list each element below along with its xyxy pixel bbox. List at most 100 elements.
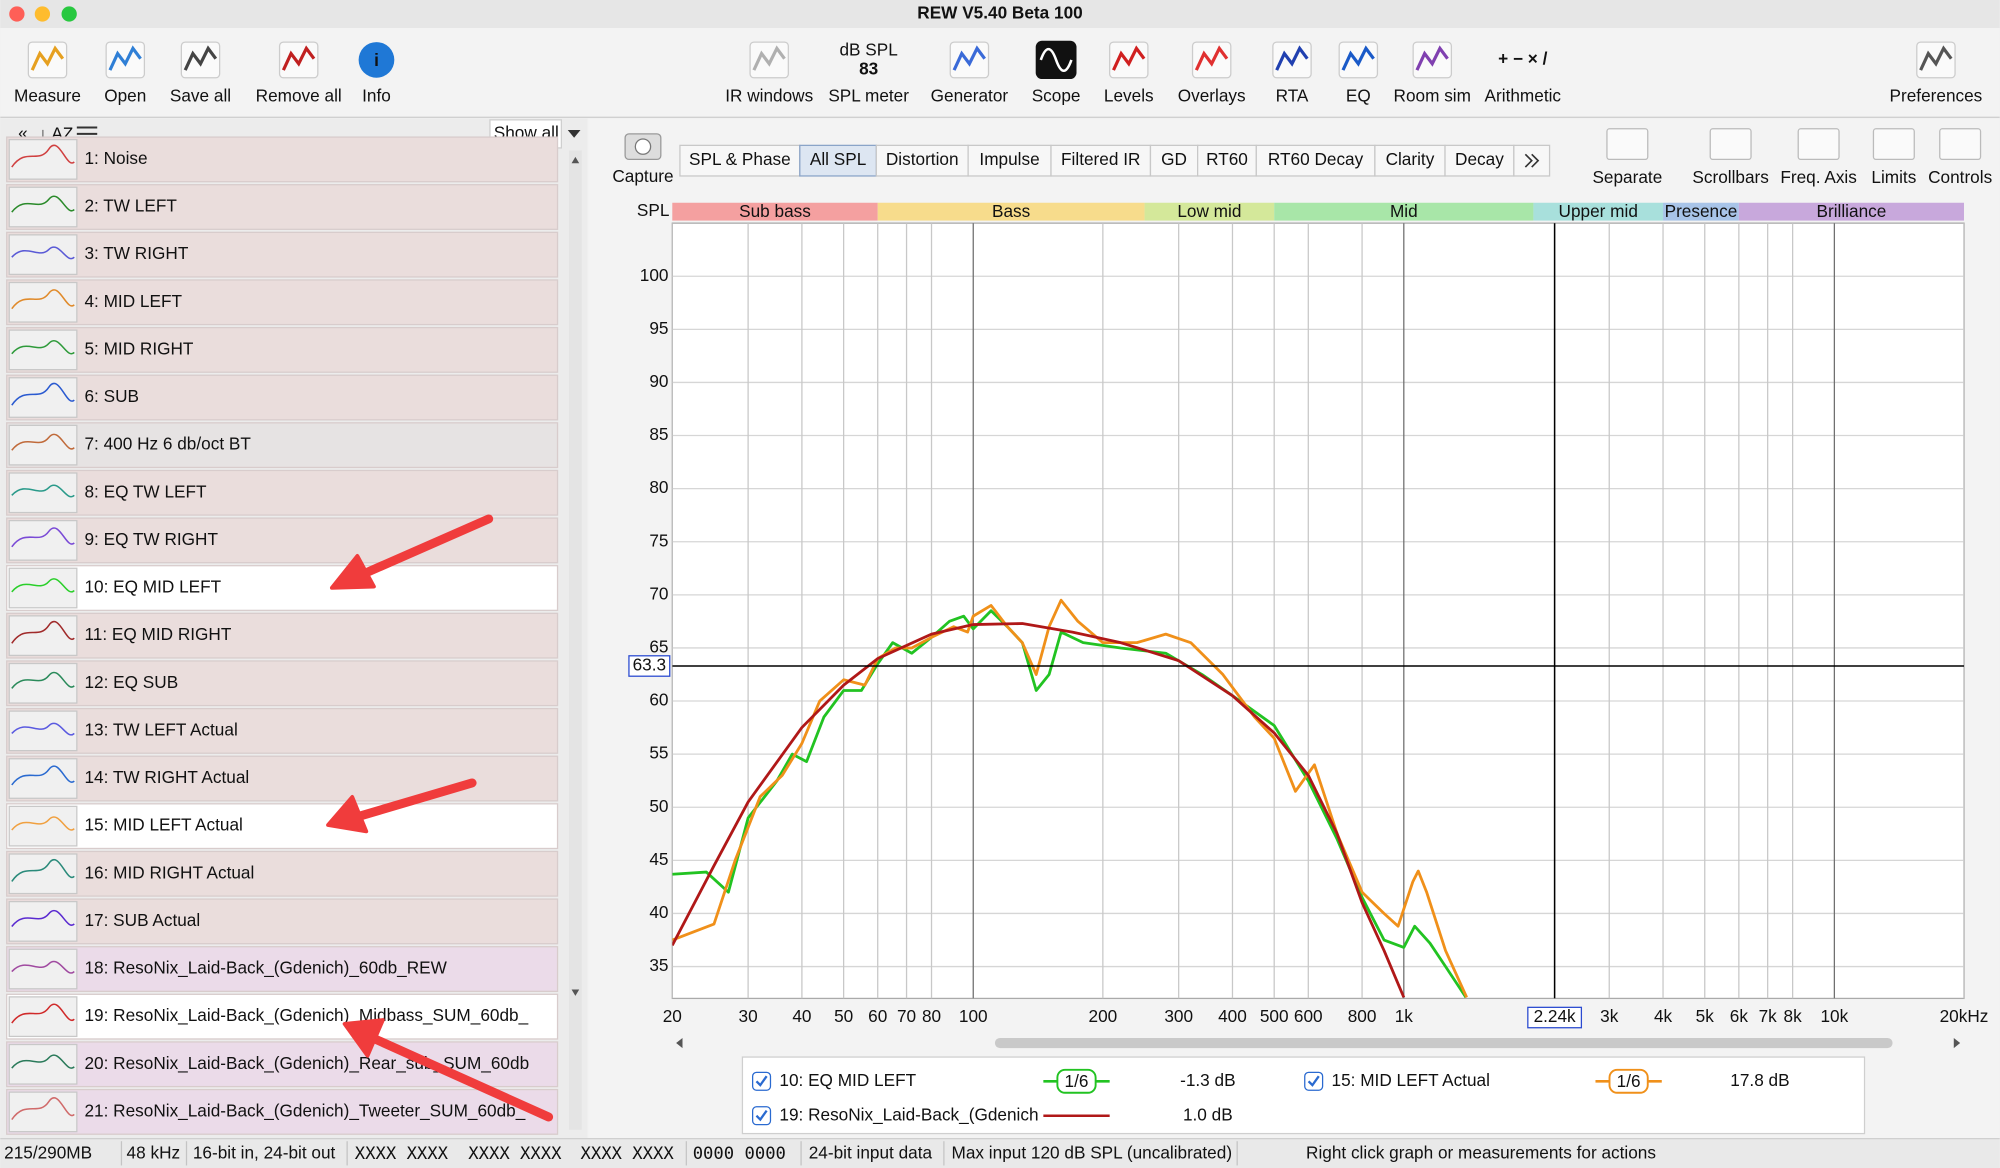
x-tick-label: 600 <box>1294 1006 1323 1026</box>
graph-tab[interactable] <box>1374 144 1446 177</box>
x-scroll-thumb[interactable] <box>994 1037 1893 1049</box>
list-scrollbar[interactable] <box>569 150 582 1130</box>
toolbar-button[interactable]: Generator <box>931 41 1009 105</box>
measurement-row[interactable]: 10: EQ MID LEFT <box>6 565 559 611</box>
frequency-band <box>1144 202 1275 221</box>
x-tick-label: 3k <box>1600 1006 1619 1026</box>
measurement-row[interactable]: 3: TW RIGHT <box>6 231 559 278</box>
toolbar-icon <box>1194 45 1229 71</box>
measurement-label: 6: SUB <box>84 386 138 406</box>
measurement-row[interactable]: 17: SUB Actual <box>6 898 559 945</box>
thumbnail-trace <box>11 960 75 974</box>
measurement-row[interactable]: 7: 400 Hz 6 db/oct BT <box>6 422 559 469</box>
measurement-label: 12: EQ SUB <box>84 672 178 692</box>
title-bar <box>0 0 2000 29</box>
measurement-label: 15: MID LEFT Actual <box>84 815 242 835</box>
toolbar-button[interactable]: Levels <box>1104 41 1154 105</box>
thumbnail-trace <box>11 527 75 548</box>
toolbar-icon <box>1415 45 1449 71</box>
toolbar-button[interactable]: Measure <box>14 41 81 105</box>
measurement-label: 14: TW RIGHT Actual <box>84 767 249 787</box>
toolbar-button[interactable]: Remove all <box>256 41 342 105</box>
measurement-row[interactable]: 12: EQ SUB <box>6 660 559 707</box>
measurement-row[interactable]: 13: TW LEFT Actual <box>6 707 559 754</box>
x-tick-label: 50 <box>834 1006 853 1026</box>
toolbar-button[interactable]: RTA <box>1272 41 1312 105</box>
toolbar-button[interactable]: Preferences <box>1890 41 1983 105</box>
collapse-icon[interactable]: « <box>18 122 28 142</box>
legend-check <box>1307 1075 1320 1087</box>
graph-tab[interactable] <box>967 144 1052 177</box>
graph-tab[interactable] <box>1197 144 1257 177</box>
graph-tool-icon[interactable] <box>1709 128 1752 161</box>
graph-tab-label: Decay <box>1455 149 1504 169</box>
thumbnail-trace <box>11 671 75 689</box>
y-tick-label: 50 <box>649 796 668 816</box>
x-tick-label: 70 <box>897 1006 916 1026</box>
measurement-row[interactable]: 8: EQ TW LEFT <box>6 469 559 516</box>
graph-tab[interactable] <box>1255 144 1376 177</box>
toolbar-button[interactable]: Open <box>104 41 146 105</box>
close-button[interactable] <box>9 6 25 22</box>
legend-checkbox[interactable] <box>751 1106 772 1126</box>
toolbar-icon <box>183 45 218 71</box>
measurement-label: 20: ResoNix_Laid-Back_(Gdenich)_Rear_sub… <box>84 1053 529 1073</box>
thumbnail-trace <box>11 144 75 168</box>
measurement-row[interactable]: 21: ResoNix_Laid-Back_(Gdenich)_Tweeter_… <box>6 1088 559 1135</box>
legend-checkbox[interactable] <box>751 1071 772 1091</box>
graph-tool-label: Scrollbars <box>1692 167 1768 187</box>
toolbar-button[interactable]: IR windows <box>725 41 813 105</box>
graph-tool-icon[interactable] <box>1939 128 1982 161</box>
measurement-row[interactable]: 5: MID RIGHT <box>6 326 559 373</box>
thumbnail-trace <box>11 433 75 451</box>
graph-tab-label: GD <box>1161 149 1187 169</box>
graph-tab-label: Distortion <box>886 149 959 169</box>
thumbnail-trace <box>11 578 75 593</box>
measurement-row[interactable]: 1: Noise <box>6 136 559 183</box>
toolbar-icon-frame <box>105 41 146 79</box>
more-tabs[interactable] <box>1513 144 1551 177</box>
measurement-row[interactable]: 16: MID RIGHT Actual <box>6 850 559 897</box>
row-background <box>6 660 559 707</box>
measurement-row[interactable]: 15: MID LEFT Actual <box>6 803 559 850</box>
zoom-button[interactable] <box>61 6 77 22</box>
measurement-row[interactable]: 19: ResoNix_Laid-Back_(Gdenich)_Midbass_… <box>6 993 559 1040</box>
measurement-row[interactable]: 11: EQ MID RIGHT <box>6 612 559 659</box>
toolbar-button[interactable]: EQ <box>1338 41 1379 105</box>
toolbar-button[interactable]: Scope <box>1032 40 1081 106</box>
graph-tool-icon[interactable] <box>1872 128 1915 161</box>
measurement-row[interactable]: 18: ResoNix_Laid-Back_(Gdenich)_60db_REW <box>6 946 559 992</box>
graph-tab[interactable] <box>799 144 877 177</box>
toolbar-icon-frame <box>1916 41 1956 79</box>
toolbar-button[interactable]: + − × / Arithmetic <box>1485 48 1562 105</box>
measurement-row[interactable]: 4: MID LEFT <box>6 279 559 326</box>
arithmetic-icon: + − × / <box>1498 48 1547 68</box>
x-tick-label: 20 <box>663 1006 682 1026</box>
measurement-row[interactable]: 14: TW RIGHT Actual <box>6 755 559 802</box>
toolbar-button[interactable]: i Info <box>358 42 395 105</box>
band-label: Sub bass <box>739 201 811 221</box>
graph-tab[interactable] <box>875 144 969 177</box>
graph-tab[interactable] <box>1149 144 1199 177</box>
toolbar-button[interactable]: Save all <box>170 41 231 105</box>
x-tick-label: 800 <box>1348 1006 1377 1026</box>
minimize-button[interactable] <box>34 6 51 22</box>
measurement-row[interactable]: 6: SUB <box>6 374 559 421</box>
graph-tool-icon[interactable] <box>1797 128 1840 161</box>
thumbnail-trace <box>11 816 75 831</box>
smoothing-label: 1/6 <box>1617 1071 1641 1091</box>
measurement-label: 18: ResoNix_Laid-Back_(Gdenich)_60db_REW <box>84 958 447 978</box>
toolbar-button[interactable]: Room sim <box>1394 41 1471 105</box>
graph-tab-label: Clarity <box>1386 149 1435 169</box>
legend-checkbox[interactable] <box>1304 1071 1324 1091</box>
toolbar-button[interactable]: Overlays <box>1178 41 1246 105</box>
sort-icon[interactable]: ↓ <box>39 124 48 144</box>
toolbar-label: Arithmetic <box>1485 85 1562 105</box>
toolbar-label: Room sim <box>1394 85 1471 105</box>
x-tick-label: 10k <box>1820 1006 1848 1026</box>
measurement-row[interactable]: 2: TW LEFT <box>6 184 559 230</box>
row-background <box>6 946 559 992</box>
toolbar-icon-frame <box>949 41 990 79</box>
graph-tool-icon[interactable] <box>1606 128 1649 161</box>
